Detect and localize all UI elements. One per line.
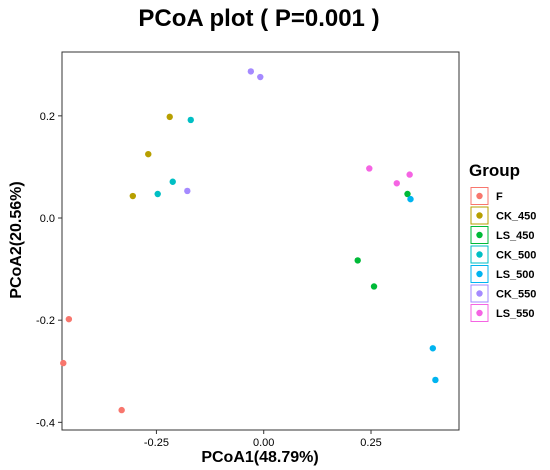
legend-label-ck-550: CK_550	[496, 289, 536, 301]
legend-items: F CK_450 LS_450 CK_500 LS_500 CK_550 LS_550	[470, 187, 536, 322]
data-point-ls-500	[432, 376, 439, 384]
data-point-ls-550	[406, 171, 413, 178]
legend-marker-ls-500	[476, 270, 483, 278]
legend-marker-ls-550	[476, 309, 483, 317]
legend-marker-ls-450	[476, 231, 483, 239]
data-point-f	[118, 406, 125, 414]
data-point-ls-450	[354, 257, 361, 264]
legend-label-f: F	[496, 191, 503, 203]
data-point-ck-450	[145, 150, 152, 158]
legend-label-ls-450: LS_450	[496, 230, 535, 242]
data-point-ck-550	[247, 68, 255, 75]
data-point-ck-550	[257, 73, 264, 81]
data-point-ck-500	[154, 190, 161, 198]
legend-marker-ck-450	[476, 212, 483, 219]
legend-marker-ck-500	[476, 251, 483, 258]
data-point-ck-500	[187, 116, 194, 124]
legend-label-ls-550: LS_550	[496, 308, 535, 320]
data-point-ls-550	[393, 180, 400, 187]
data-point-ck-450	[129, 192, 137, 200]
data-point-ls-500	[429, 345, 437, 352]
legend-marker-f	[476, 192, 483, 200]
data-point-ck-450	[166, 113, 173, 121]
x-tick-label: -0.25	[144, 437, 169, 449]
x-axis: -0.25 0.00 0.25	[144, 430, 382, 449]
data-point-ls-450	[404, 190, 411, 198]
y-tick-label: -0.2	[36, 315, 55, 327]
data-point-ck-500	[169, 178, 176, 185]
y-axis-title: PCoA2(20.56%)	[8, 181, 25, 298]
y-axis: -0.4 -0.2 0.0 0.2	[36, 111, 62, 429]
x-axis-title: PCoA1(48.79%)	[201, 449, 318, 466]
legend-title: Group	[469, 161, 520, 180]
y-tick-label: 0.2	[40, 111, 55, 123]
y-tick-label: 0.0	[40, 213, 55, 225]
legend: Group F CK_450 LS_450 CK_500 LS_500 CK_550 LS_…	[469, 161, 536, 322]
data-point-ls-550	[366, 165, 373, 172]
data-point-ls-500	[407, 195, 414, 203]
x-tick-label: 0.00	[253, 437, 274, 449]
legend-label-ck-500: CK_500	[496, 250, 536, 262]
data-point-ck-550	[184, 187, 191, 195]
legend-label-ck-450: CK_450	[496, 211, 536, 223]
x-tick-label: 0.25	[360, 437, 381, 449]
legend-label-ls-500: LS_500	[496, 269, 535, 281]
data-points	[60, 68, 439, 414]
chart-title: PCoA plot ( P=0.001 )	[138, 5, 379, 32]
data-point-f	[60, 359, 67, 367]
plot-panel	[61, 51, 460, 431]
data-point-ls-450	[370, 283, 378, 290]
data-point-f	[65, 315, 73, 323]
legend-marker-ck-550	[476, 290, 483, 297]
y-tick-label: -0.4	[36, 417, 55, 429]
